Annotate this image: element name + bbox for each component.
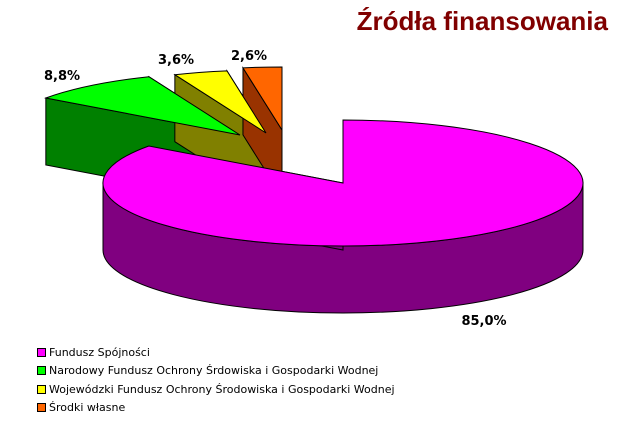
data-label-0: 85,0% — [461, 314, 506, 329]
legend-label: Wojewódzki Fundusz Ochrony Środowiska i … — [49, 382, 395, 396]
legend-item: Fundusz Spójności — [37, 343, 395, 362]
legend-swatch — [37, 403, 46, 413]
legend-swatch — [37, 366, 46, 376]
chart-title: Źródła finansowania — [356, 6, 608, 36]
data-label-3: 2,6% — [231, 49, 267, 64]
legend-item: Środki własne — [37, 399, 395, 418]
legend: Fundusz Spójności Narodowy Fundusz Ochron… — [37, 343, 395, 417]
pie-tops — [43, 66, 584, 247]
legend-swatch — [37, 347, 46, 357]
legend-item: Narodowy Fundusz Ochrony Śrdowiska i Gos… — [37, 362, 395, 381]
pie-slice-1 — [43, 76, 241, 136]
data-label-1: 8,8% — [44, 69, 80, 84]
legend-label: Fundusz Spójności — [49, 345, 150, 359]
pie-slice-0 — [102, 119, 584, 247]
data-label-2: 3,6% — [158, 53, 194, 68]
pie-labels: 85,0% 8,8% 3,6% 2,6% — [44, 49, 507, 329]
legend-label: Środki własne — [49, 401, 126, 415]
pie-slice-2 — [173, 70, 267, 134]
legend-item: Wojewódzki Fundusz Ochrony Środowiska i … — [37, 380, 395, 399]
pie-slice-3 — [242, 66, 283, 132]
legend-swatch — [37, 384, 46, 394]
pie-chart: 85,0% 8,8% 3,6% 2,6% — [43, 49, 584, 329]
legend-label: Narodowy Fundusz Ochrony Śrdowiska i Gos… — [49, 364, 379, 378]
